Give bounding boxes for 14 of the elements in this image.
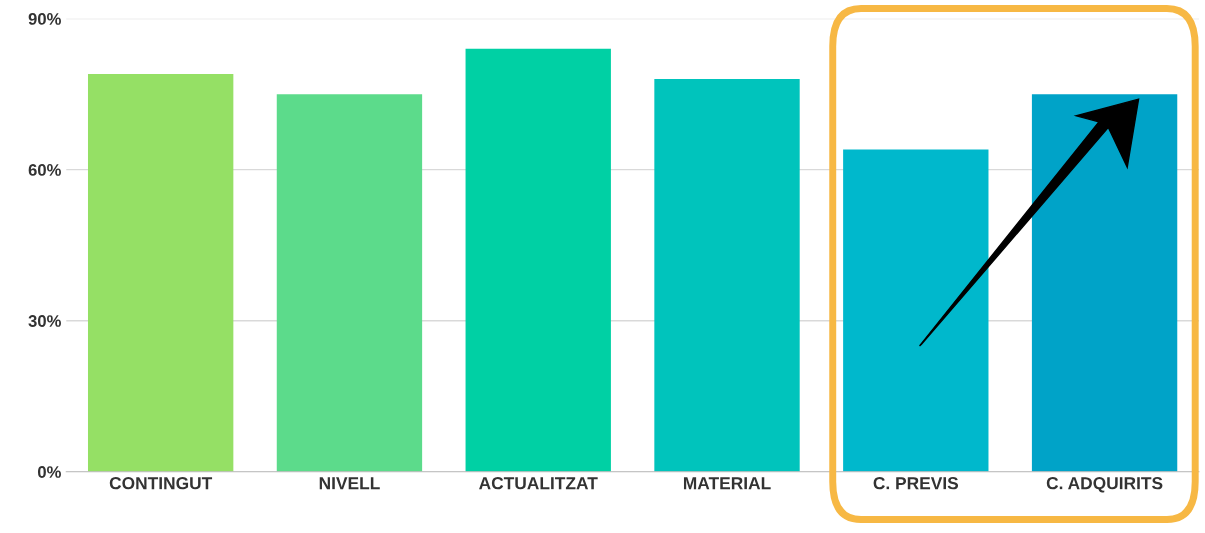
bar xyxy=(276,94,423,472)
x-tick-label: MATERIAL xyxy=(683,477,771,490)
y-tick-label: 90% xyxy=(28,13,61,25)
bar xyxy=(654,79,800,472)
x-tick-label: NIVELL xyxy=(319,477,380,490)
x-tick-label: CONTINGUT xyxy=(109,477,213,490)
y-tick-label: 30% xyxy=(28,315,61,327)
x-tick-label: C. PREVIS xyxy=(873,477,959,490)
bar xyxy=(87,74,234,472)
y-tick-label: 0% xyxy=(37,466,61,478)
x-tick-label: ACTUALITZAT xyxy=(479,477,598,490)
x-tick-label: C. ADQUIRITS xyxy=(1046,477,1163,493)
bar xyxy=(465,48,611,472)
y-tick-label: 60% xyxy=(28,164,61,176)
